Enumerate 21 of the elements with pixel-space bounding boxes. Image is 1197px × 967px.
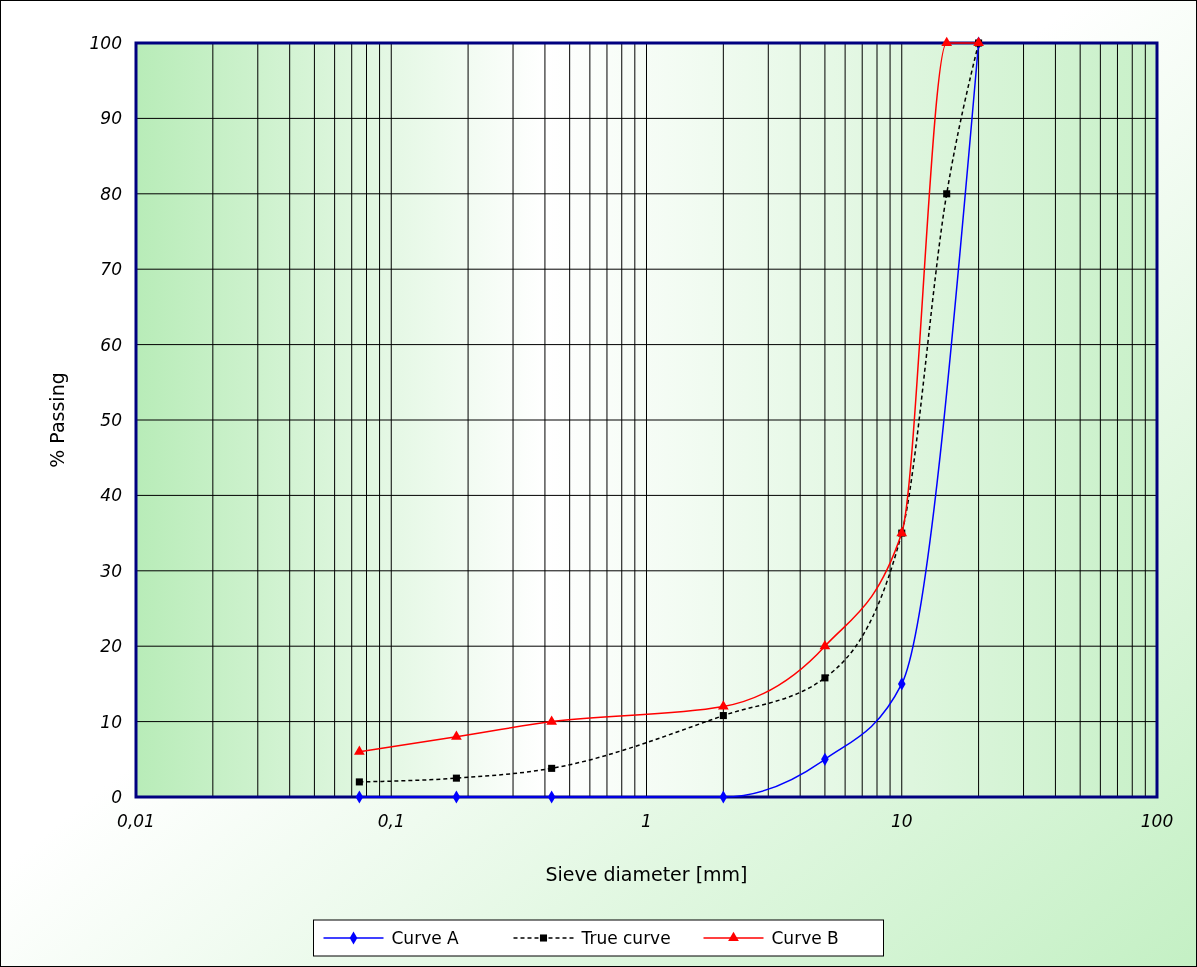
x-tick-label: 0,01	[117, 811, 155, 831]
y-tick-label: 40	[100, 485, 122, 506]
y-tick-label: 10	[100, 711, 122, 732]
y-tick-label: 60	[100, 334, 122, 355]
y-tick-label: 100	[89, 33, 122, 53]
legend-label: Curve A	[391, 928, 460, 948]
x-tick-label: 0,1	[377, 811, 405, 831]
y-tick-label: 0	[111, 787, 122, 807]
y-axis-title: % Passing	[46, 372, 68, 468]
y-tick-label: 30	[100, 560, 122, 581]
x-tick-label: 10	[890, 811, 913, 831]
y-tick-label: 20	[100, 636, 122, 657]
y-tick-label: 70	[100, 259, 122, 280]
y-tick-label: 80	[100, 183, 122, 204]
y-tick-label: 50	[100, 410, 122, 430]
legend-label: Curve B	[771, 928, 839, 948]
y-tick-label: 90	[100, 108, 122, 129]
x-tick-label: 1	[641, 811, 652, 831]
x-axis-title: Sieve diameter [mm]	[545, 863, 748, 885]
legend-label: True curve	[580, 928, 671, 948]
x-tick-label: 100	[1140, 811, 1174, 831]
